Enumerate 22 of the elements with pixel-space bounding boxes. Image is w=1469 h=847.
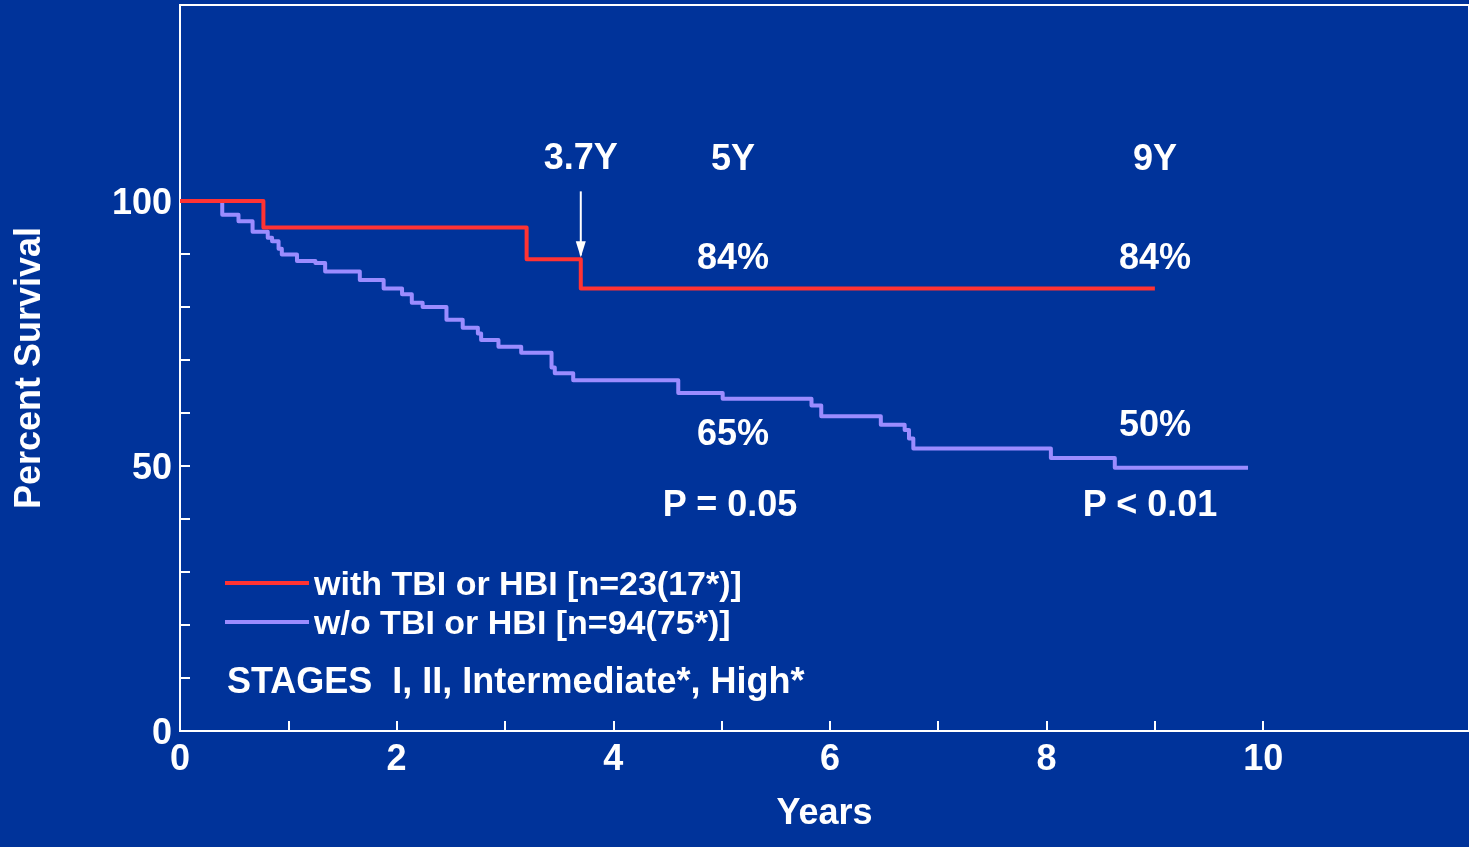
- annotation: 5Y: [710, 136, 756, 178]
- y-tick-label: 0: [151, 710, 172, 752]
- y-tick-label: 50: [131, 445, 172, 487]
- annotation: P = 0.05: [662, 482, 798, 524]
- x-tick-label: 10: [1243, 736, 1284, 778]
- x-axis-title: Years: [776, 790, 873, 832]
- annotation: 50%: [1118, 402, 1192, 444]
- annotation: 84%: [696, 235, 770, 277]
- x-tick-label: 2: [386, 736, 407, 778]
- x-tick-label: 8: [1036, 736, 1057, 778]
- annotation: P < 0.01: [1082, 482, 1218, 524]
- legend-label: with TBI or HBI [n=23(17*)]: [313, 564, 742, 602]
- annotation: 9Y: [1132, 136, 1178, 178]
- x-tick-label: 6: [819, 736, 840, 778]
- annotation: STAGES I, II, Intermediate*, High*: [227, 659, 805, 701]
- annotation: 84%: [1118, 235, 1192, 277]
- y-axis-title: Percent Survival: [6, 226, 48, 510]
- annotation: 65%: [696, 411, 770, 453]
- annotation: 3.7Y: [543, 135, 618, 177]
- x-tick-label: 4: [603, 736, 624, 778]
- legend-label: w/o TBI or HBI [n=94(75*)]: [313, 603, 731, 641]
- y-tick-label: 100: [111, 180, 172, 222]
